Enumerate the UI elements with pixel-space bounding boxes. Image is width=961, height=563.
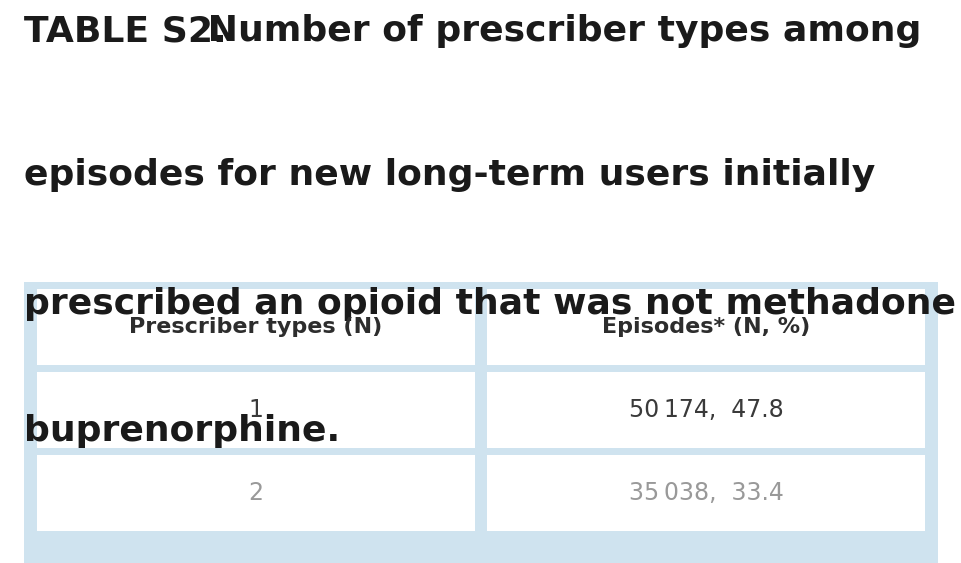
Bar [37, 372, 475, 448]
Text: 1: 1 [248, 398, 262, 422]
Text: prescribed an opioid that was not methadone or: prescribed an opioid that was not methad… [24, 287, 961, 321]
Text: TABLE S2.: TABLE S2. [24, 14, 227, 48]
Text: 2: 2 [248, 481, 263, 506]
Bar [37, 289, 475, 365]
Text: Episodes* (N, %): Episodes* (N, %) [602, 317, 809, 337]
Text: episodes for new long-term users initially: episodes for new long-term users initial… [24, 158, 875, 191]
Bar [486, 289, 924, 365]
Text: Prescriber types (N): Prescriber types (N) [129, 317, 382, 337]
Bar [486, 372, 924, 448]
Bar [37, 455, 475, 531]
Text: buprenorphine.: buprenorphine. [24, 414, 340, 448]
Bar [486, 455, 924, 531]
Text: 50 174,  47.8: 50 174, 47.8 [628, 398, 783, 422]
Bar [24, 282, 937, 563]
Text: Number of prescriber types among: Number of prescriber types among [195, 14, 921, 48]
Text: 35 038,  33.4: 35 038, 33.4 [628, 481, 783, 506]
